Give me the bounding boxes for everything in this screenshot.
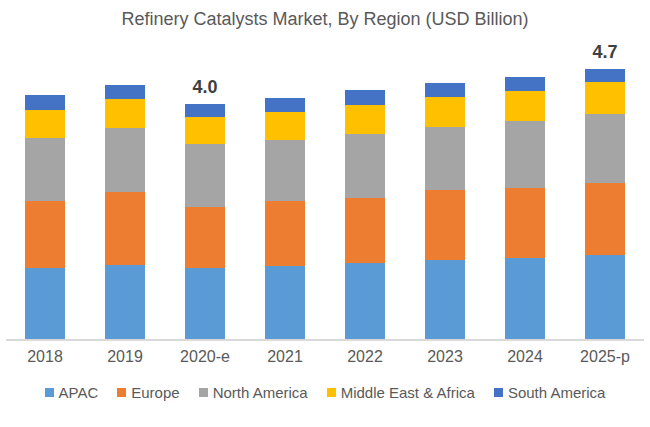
- segment-middle-east-africa-2019: [105, 99, 145, 128]
- segment-middle-east-africa-2023: [425, 97, 465, 127]
- segment-north-america-2025-p: [585, 114, 625, 183]
- bar-2025-p: [585, 69, 625, 339]
- x-tick-2019: 2019: [85, 348, 165, 366]
- segment-europe-2025-p: [585, 183, 625, 255]
- segment-north-america-2019: [105, 128, 145, 192]
- segment-south-america-2018: [25, 95, 65, 110]
- segment-europe-2020-e: [185, 207, 225, 268]
- bar-2022: [345, 90, 385, 339]
- bar-2023: [425, 83, 465, 339]
- segment-north-america-2021: [265, 140, 305, 201]
- segment-apac-2018: [25, 268, 65, 339]
- segment-south-america-2019: [105, 85, 145, 99]
- x-tick-2021: 2021: [245, 348, 325, 366]
- bar-2021: [265, 98, 305, 339]
- x-tick-2025-p: 2025-p: [565, 348, 645, 366]
- segment-north-america-2023: [425, 127, 465, 190]
- legend-swatch-icon: [199, 388, 208, 397]
- legend-label: Middle East & Africa: [341, 384, 475, 401]
- segment-europe-2022: [345, 198, 385, 263]
- x-tick-2024: 2024: [485, 348, 565, 366]
- segment-middle-east-africa-2022: [345, 105, 385, 134]
- segment-north-america-2022: [345, 134, 385, 198]
- segment-apac-2019: [105, 265, 145, 339]
- legend-item-europe: Europe: [117, 384, 179, 401]
- segment-apac-2025-p: [585, 255, 625, 339]
- segment-south-america-2024: [505, 77, 545, 91]
- segment-north-america-2020-e: [185, 144, 225, 207]
- segment-apac-2022: [345, 263, 385, 339]
- legend-item-middle-east-africa: Middle East & Africa: [327, 384, 475, 401]
- segment-north-america-2024: [505, 121, 545, 188]
- bar-2020-e: [185, 104, 225, 339]
- legend: APAC Europe North America Middle East & Afr…: [0, 384, 650, 401]
- legend-label: APAC: [59, 384, 99, 401]
- segment-middle-east-africa-2020-e: [185, 117, 225, 144]
- x-tick-2022: 2022: [325, 348, 405, 366]
- legend-item-north-america: North America: [199, 384, 308, 401]
- x-tick-2018: 2018: [5, 348, 85, 366]
- segment-europe-2023: [425, 190, 465, 260]
- refinery-catalysts-chart: Refinery Catalysts Market, By Region (US…: [0, 0, 650, 427]
- legend-label: North America: [213, 384, 308, 401]
- total-label-2020-e: 4.0: [165, 77, 245, 98]
- x-tick-2020-e: 2020-e: [165, 348, 245, 366]
- legend-item-south-america: South America: [494, 384, 606, 401]
- x-tick-2023: 2023: [405, 348, 485, 366]
- segment-apac-2023: [425, 260, 465, 339]
- legend-swatch-icon: [45, 388, 54, 397]
- segment-south-america-2023: [425, 83, 465, 97]
- segment-europe-2018: [25, 201, 65, 268]
- segment-south-america-2025-p: [585, 69, 625, 82]
- legend-item-apac: APAC: [45, 384, 99, 401]
- total-label-2025-p: 4.7: [565, 42, 645, 63]
- segment-middle-east-africa-2018: [25, 110, 65, 138]
- legend-swatch-icon: [327, 388, 336, 397]
- segment-apac-2021: [265, 266, 305, 339]
- legend-swatch-icon: [117, 388, 126, 397]
- segment-europe-2024: [505, 188, 545, 258]
- segment-south-america-2022: [345, 90, 385, 105]
- legend-swatch-icon: [494, 388, 503, 397]
- segment-apac-2024: [505, 258, 545, 339]
- chart-title: Refinery Catalysts Market, By Region (US…: [0, 8, 650, 31]
- x-axis-line: [6, 339, 644, 341]
- segment-middle-east-africa-2021: [265, 112, 305, 140]
- bar-2019: [105, 85, 145, 339]
- segment-south-america-2020-e: [185, 104, 225, 117]
- segment-south-america-2021: [265, 98, 305, 112]
- segment-apac-2020-e: [185, 268, 225, 339]
- segment-europe-2021: [265, 201, 305, 266]
- segment-north-america-2018: [25, 138, 65, 201]
- segment-europe-2019: [105, 192, 145, 265]
- bar-2018: [25, 95, 65, 339]
- segment-middle-east-africa-2025-p: [585, 82, 625, 114]
- legend-label: South America: [508, 384, 606, 401]
- segment-middle-east-africa-2024: [505, 91, 545, 121]
- legend-label: Europe: [131, 384, 179, 401]
- bar-2024: [505, 77, 545, 339]
